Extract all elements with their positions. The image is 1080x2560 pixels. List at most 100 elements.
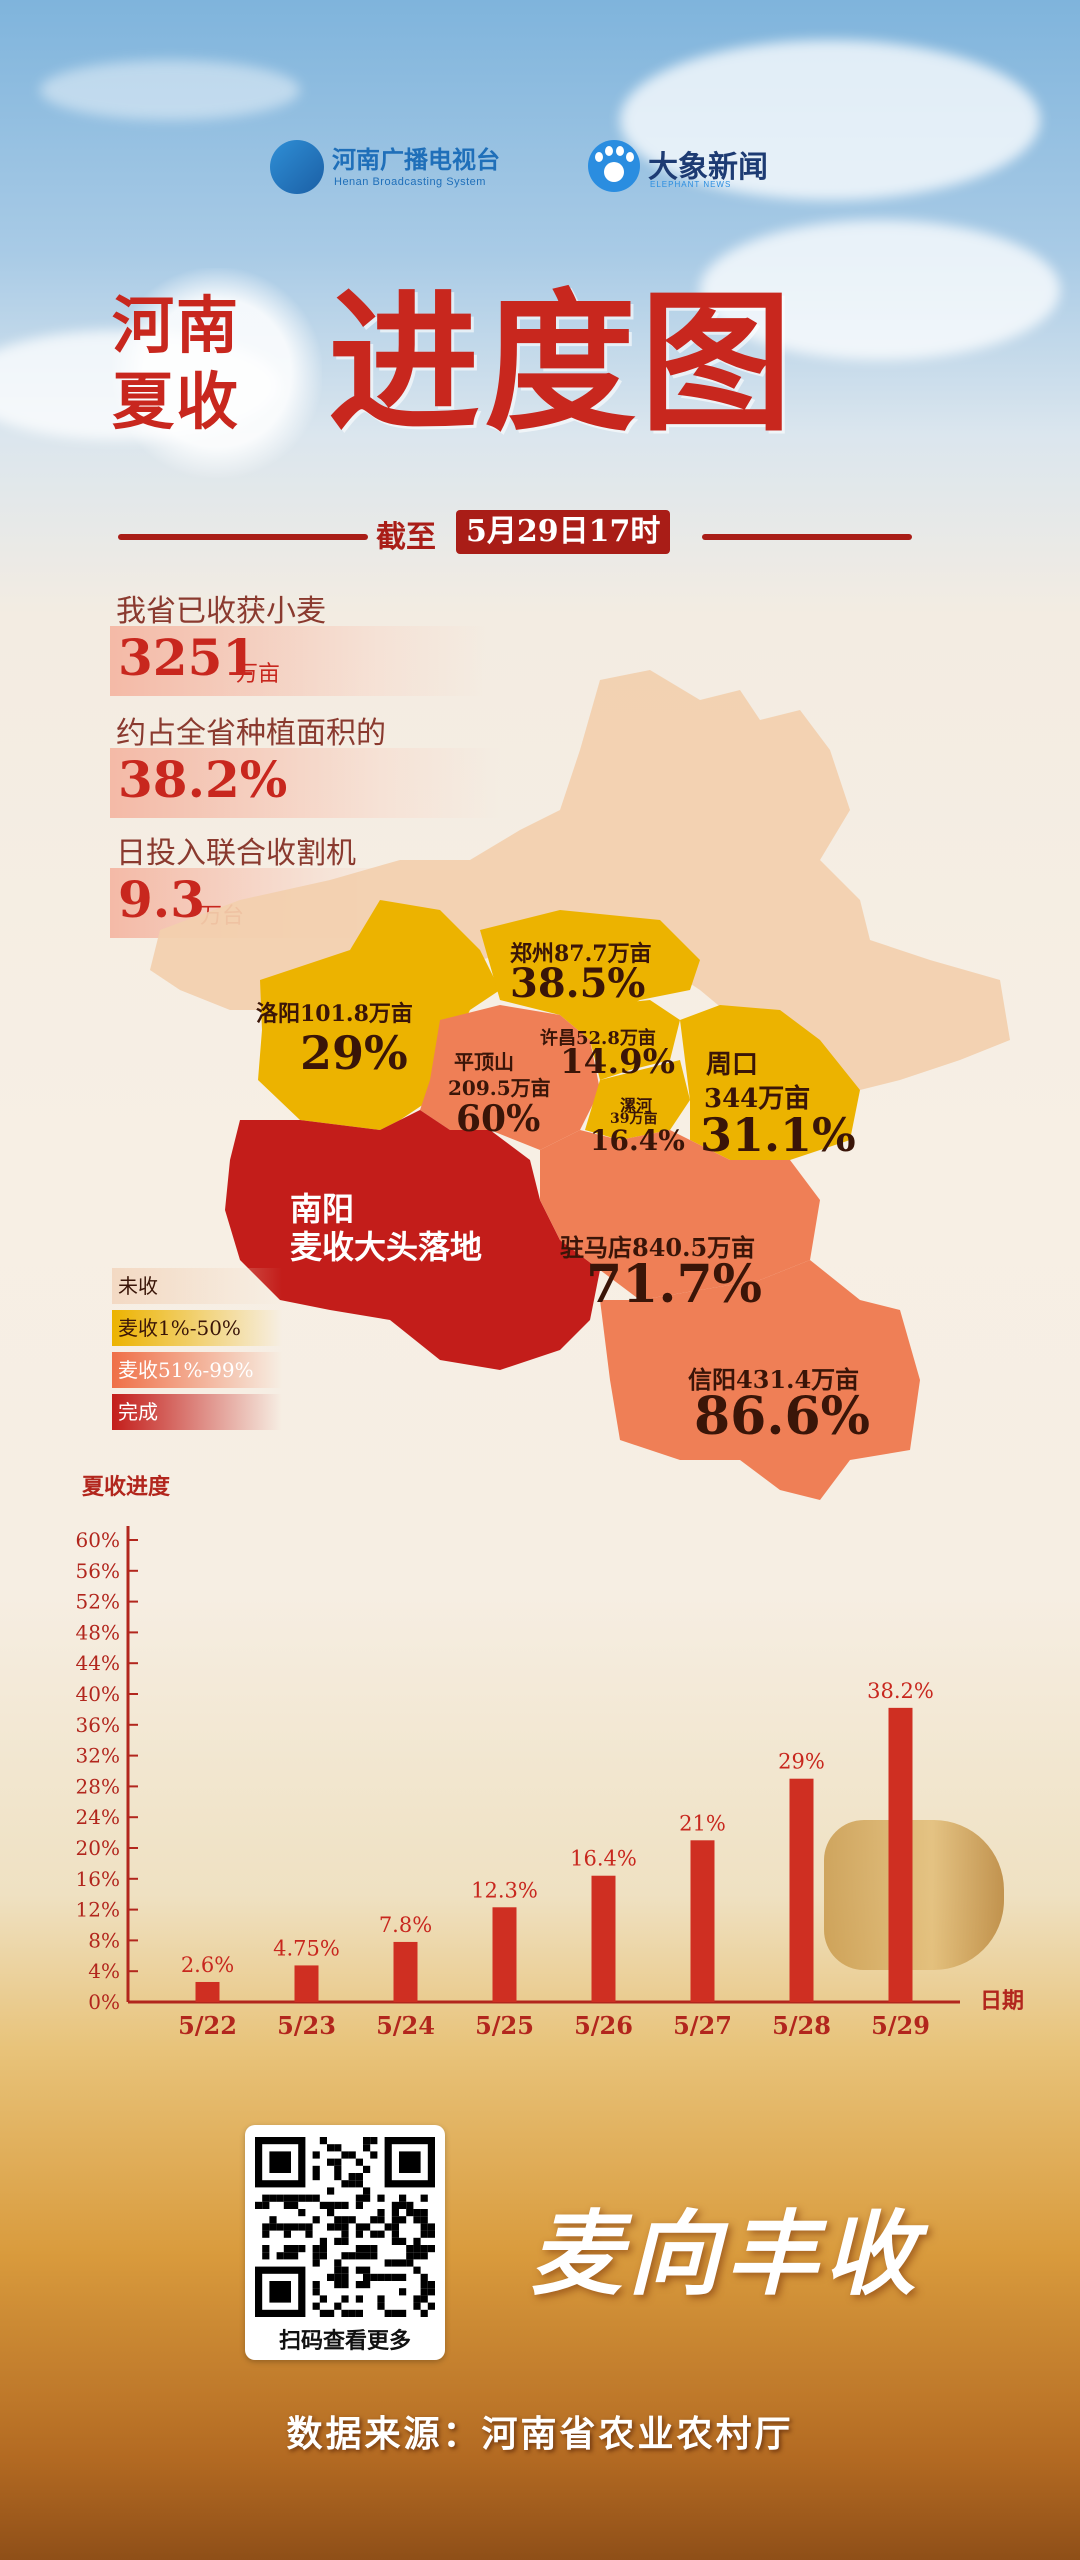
chart-x-tick-label: 5/23 bbox=[277, 2011, 336, 2040]
chart-y-tick-label: 16% bbox=[76, 1867, 120, 1891]
divider-left bbox=[118, 534, 368, 540]
legend-item-partial: 麦收1%-50% bbox=[112, 1310, 282, 1346]
map-label-zhoukou-area: 344万亩 bbox=[704, 1084, 811, 1114]
chart-xlabel: 日期 bbox=[980, 1988, 1024, 2014]
title-line1: 河南 bbox=[112, 289, 241, 362]
harvest-progress-chart: 夏收进度 日期 0% 4% 8% 12% 16% 20% 24% 28% 32% 36% 40% 44… bbox=[76, 1474, 1024, 2040]
map-label-luoyang: 洛阳101.8万亩 bbox=[256, 1001, 413, 1027]
title-line2: 夏收 bbox=[112, 365, 241, 438]
map-pct-xinyang: 86.6% bbox=[694, 1386, 871, 1447]
chart-y-tick-label: 44% bbox=[76, 1651, 120, 1675]
map-pct-zhumadian: 71.7% bbox=[586, 1254, 763, 1315]
map-region-zhengzhou bbox=[480, 910, 700, 1020]
logo-bar: 河南广播电视台 Henan Broadcasting System 大象新闻 E… bbox=[270, 132, 810, 202]
map-label-zhumadian: 驻马店840.5万亩 bbox=[560, 1233, 756, 1262]
map-label-luohe: 漯河 bbox=[620, 1096, 653, 1115]
map-pct-zhengzhou: 38.5% bbox=[510, 960, 646, 1007]
stat-unit-harvested: 万亩 bbox=[236, 662, 281, 687]
chart-bar bbox=[789, 1778, 814, 2002]
chart-y-tick-label: 28% bbox=[76, 1774, 120, 1798]
chart-y-tick-label: 32% bbox=[76, 1744, 120, 1768]
chart-y-tick-label: 56% bbox=[76, 1559, 120, 1583]
date-value: 5月29日17时 bbox=[456, 510, 671, 554]
chart-data-label: 21% bbox=[679, 1811, 726, 1835]
stat-label-harvesters: 日投入联合收割机 bbox=[116, 836, 356, 871]
slogan: 麦向丰收 bbox=[530, 2200, 923, 2308]
chart-data-label: 4.75% bbox=[273, 1936, 340, 1960]
chart-bar bbox=[195, 1981, 220, 2002]
date-prefix: 截至 bbox=[376, 520, 436, 555]
legend-item-done: 完成 bbox=[112, 1394, 282, 1430]
map-pct-luoyang: 29% bbox=[300, 1026, 408, 1080]
chart-bar bbox=[591, 1875, 616, 2002]
map-label-xinyang: 信阳431.4万亩 bbox=[688, 1365, 860, 1394]
map-pct-luohe: 16.4% bbox=[590, 1124, 685, 1157]
chart-data-label: 12.3% bbox=[471, 1878, 538, 1902]
chart-data-label: 38.2% bbox=[867, 1679, 934, 1703]
qr-code[interactable] bbox=[255, 2137, 435, 2317]
cloud bbox=[620, 40, 1040, 200]
legend-item-most: 麦收51%-99% bbox=[112, 1352, 282, 1388]
chart-x-tick-label: 5/26 bbox=[574, 2011, 633, 2040]
chart-data-label: 7.8% bbox=[379, 1913, 432, 1937]
chart-y-tick-label: 24% bbox=[76, 1805, 120, 1829]
chart-y-tick-label: 40% bbox=[76, 1682, 120, 1706]
map-region-zhoukou bbox=[680, 1005, 860, 1160]
chart-bar bbox=[393, 1941, 418, 2002]
map-region-xinyang bbox=[600, 1260, 920, 1500]
chart-x-tick-label: 5/28 bbox=[772, 2011, 831, 2040]
hntv-logo-icon bbox=[270, 140, 324, 194]
chart-x-tick-label: 5/22 bbox=[178, 2011, 237, 2040]
chart-bar bbox=[294, 1965, 319, 2002]
chart-y-tick-label: 48% bbox=[76, 1620, 120, 1644]
chart-x-tick-label: 5/25 bbox=[475, 2011, 534, 2040]
chart-y-tick-label: 52% bbox=[76, 1590, 120, 1614]
elephant-news-logo-text: 大象新闻 bbox=[648, 150, 768, 185]
map-pct-pingdingshan: 60% bbox=[456, 1098, 541, 1140]
chart-y-tick-label: 12% bbox=[76, 1898, 120, 1922]
henan-map bbox=[150, 670, 1010, 1500]
map-region-zhumadian bbox=[540, 1130, 820, 1300]
qr-card[interactable]: 扫码查看更多 bbox=[245, 2125, 445, 2360]
map-region-pingdingshan bbox=[420, 1005, 600, 1150]
title-stamp-bg bbox=[112, 268, 322, 478]
chart-bar bbox=[888, 1707, 913, 2002]
stat-band bbox=[110, 626, 490, 696]
chart-y-tick-label: 20% bbox=[76, 1836, 120, 1860]
cloud bbox=[40, 60, 300, 120]
stat-value-harvested: 3251 bbox=[118, 628, 258, 687]
chart-x-tick-label: 5/24 bbox=[376, 2011, 435, 2040]
page-title: 进度图 bbox=[328, 273, 796, 452]
stat-label-harvested: 我省已收获小麦 bbox=[116, 594, 326, 629]
chart-bar bbox=[690, 1840, 715, 2002]
hntv-logo-subtext: Henan Broadcasting System bbox=[334, 176, 486, 188]
map-region-nanyang bbox=[225, 1110, 600, 1370]
chart-y-tick-label: 4% bbox=[88, 1959, 120, 1983]
chart-y-tick-label: 8% bbox=[88, 1928, 120, 1952]
hntv-logo-text: 河南广播电视台 bbox=[332, 145, 500, 174]
chart-data-label: 29% bbox=[778, 1750, 825, 1774]
map-label-luohe-area: 39万亩 bbox=[610, 1111, 658, 1127]
legend-item-unharvested: 未收 bbox=[112, 1268, 282, 1304]
map-label-zhengzhou: 郑州87.7万亩 bbox=[510, 941, 652, 967]
divider-right bbox=[702, 534, 912, 540]
chart-ylabel: 夏收进度 bbox=[82, 1474, 171, 1500]
map-region-xuchang bbox=[560, 1000, 680, 1080]
data-source: 数据来源：河南省农业农村厅 bbox=[286, 2414, 794, 2455]
stat-band bbox=[110, 748, 500, 818]
chart-data-label: 16.4% bbox=[570, 1847, 637, 1871]
map-label-zhoukou: 周口 bbox=[706, 1050, 759, 1080]
map-pct-xuchang: 14.9% bbox=[560, 1042, 676, 1082]
elephant-paw-icon bbox=[588, 140, 640, 192]
map-region-luohe bbox=[585, 1060, 690, 1140]
map-pct-zhoukou: 31.1% bbox=[700, 1108, 856, 1162]
hay-bale bbox=[824, 1820, 1004, 1970]
chart-bar bbox=[492, 1907, 517, 2002]
elephant-news-logo-subtext: ELEPHANT NEWS bbox=[650, 180, 732, 189]
chart-y-tick-label: 60% bbox=[76, 1528, 120, 1552]
qr-caption: 扫码查看更多 bbox=[278, 2329, 411, 2354]
stat-label-share: 约占全省种植面积的 bbox=[116, 716, 386, 751]
map-label-pingdingshan: 平顶山 bbox=[454, 1050, 514, 1074]
chart-x-tick-label: 5/29 bbox=[871, 2011, 930, 2040]
map-label-nanyang: 南阳 bbox=[290, 1190, 355, 1228]
